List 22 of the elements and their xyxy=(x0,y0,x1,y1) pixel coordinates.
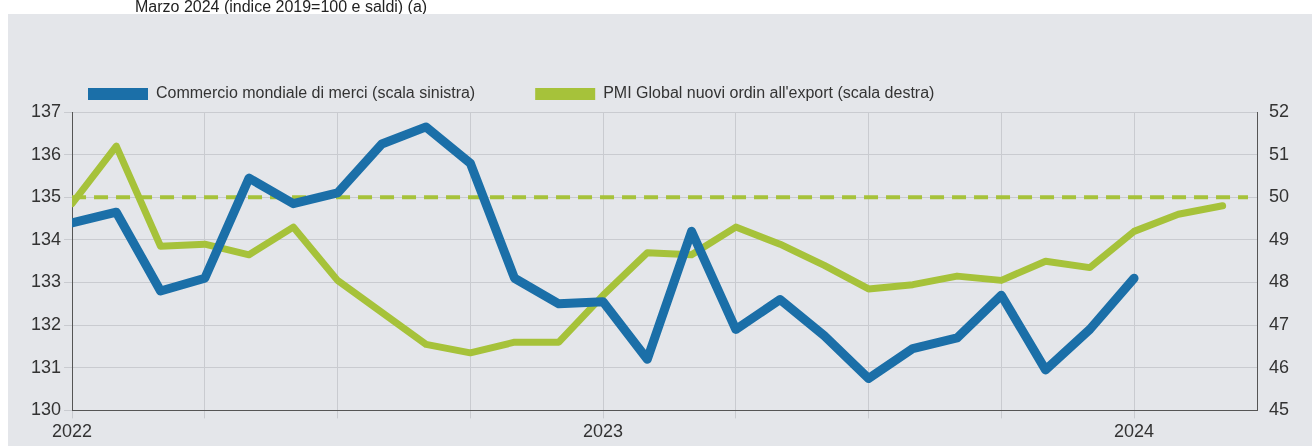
y-tick-label: 136 xyxy=(30,143,62,164)
y-tick-label: 131 xyxy=(30,356,62,377)
y2-tick-label: 49 xyxy=(1268,228,1290,249)
y2-tick-label: 52 xyxy=(1268,100,1290,121)
legend-label: Commercio mondiale di merci (scala sinistra) xyxy=(156,84,476,102)
y-tick-label: 137 xyxy=(30,100,62,121)
y2-tick-label: 45 xyxy=(1268,399,1290,420)
y2-tick-label: 48 xyxy=(1268,271,1290,292)
y2-tick-label: 47 xyxy=(1268,314,1290,335)
x-tick-label: 2024 xyxy=(1114,421,1155,442)
y2-tick-label: 50 xyxy=(1268,186,1290,207)
y-tick-label: 132 xyxy=(30,314,62,335)
y-tick-label: 133 xyxy=(30,271,62,292)
x-tick-label: 2022 xyxy=(52,421,93,442)
y-tick-label: 135 xyxy=(30,186,62,207)
legend-label: PMI Global nuovi ordin all'export (scala destra) xyxy=(603,84,935,102)
x-tick-label: 2023 xyxy=(583,421,624,442)
chart-title: Marzo 2024 (indice 2019=100 e saldi) (a) xyxy=(134,0,429,15)
y2-tick-label: 46 xyxy=(1268,356,1290,377)
y-tick-label: 134 xyxy=(30,228,62,249)
y2-tick-label: 51 xyxy=(1268,143,1290,164)
y-tick-label: 130 xyxy=(30,399,62,420)
